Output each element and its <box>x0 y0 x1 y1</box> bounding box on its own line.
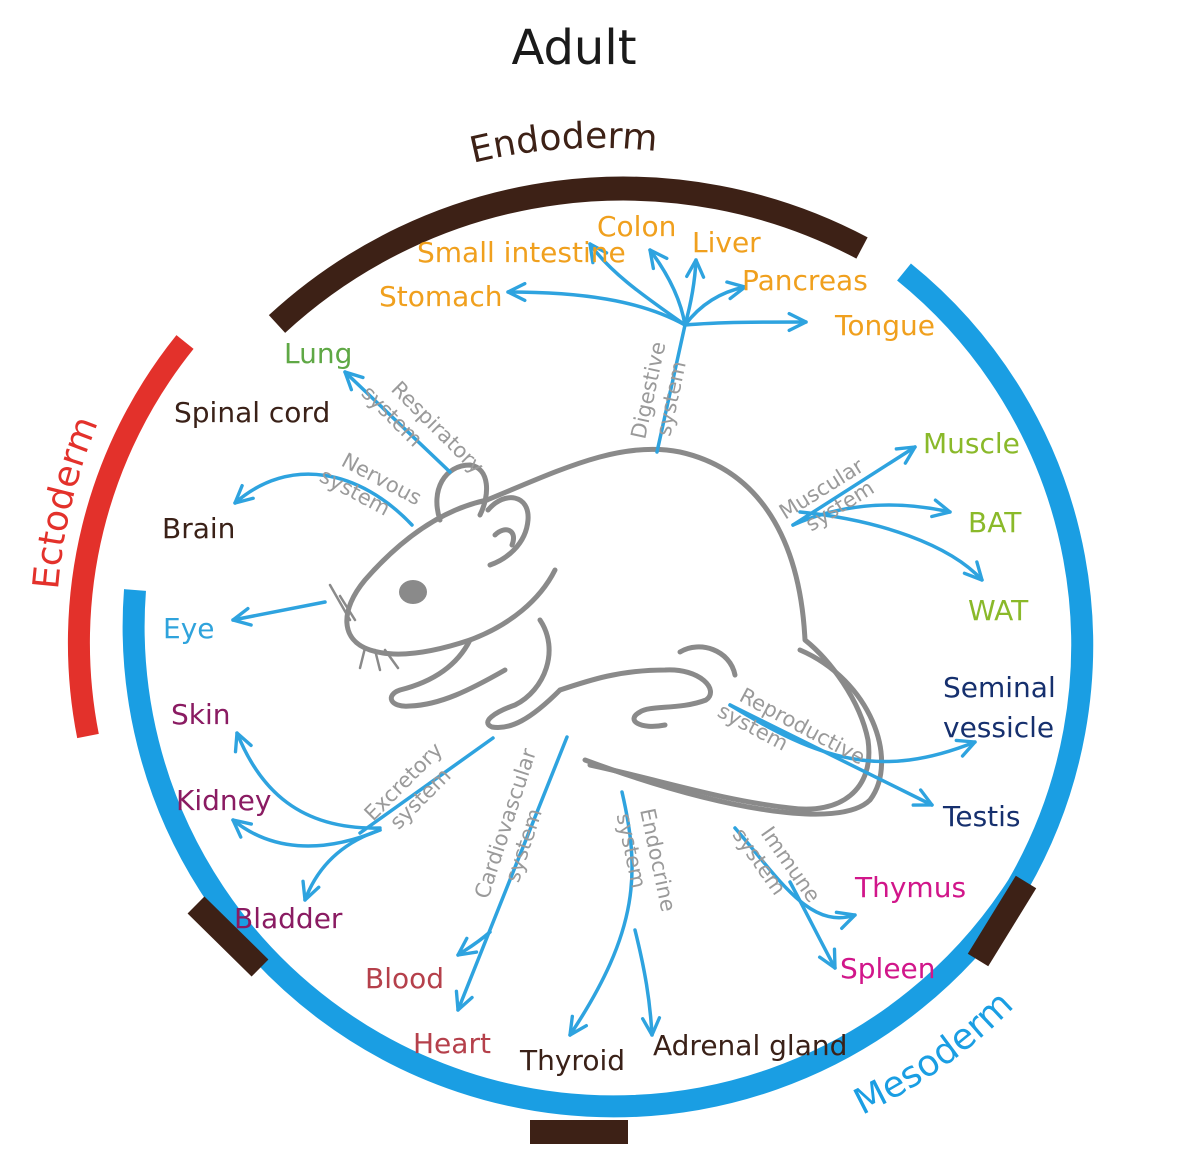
endocrine-system-label: Endocrine system <box>612 806 682 925</box>
arrow-to-brain <box>233 472 414 527</box>
mouse-tail <box>582 647 885 817</box>
arrow-to-thyroid <box>568 790 634 1037</box>
arrow-to-skin <box>233 731 382 830</box>
digestive-arrow-stem <box>655 323 687 454</box>
diagram-title: Adult <box>511 20 636 76</box>
ring-brown-segment <box>187 896 269 977</box>
mouse-ear-inner <box>492 527 516 548</box>
bladder-label: Bladder <box>234 902 343 935</box>
nervous-system-label: Nervous system <box>316 443 432 535</box>
digestive-system-label: Digestive system <box>626 333 695 446</box>
arrow-to-pancreas <box>683 280 747 327</box>
arrow-to-adrenal-gland <box>633 928 662 1037</box>
endoderm-label: Endoderm <box>466 116 659 172</box>
arrow-to-heart <box>454 735 569 1012</box>
muscle-label: Muscle <box>923 427 1020 460</box>
ring-brown-segment <box>967 875 1037 967</box>
system-labels: Digestive system Respiratory system Nerv… <box>316 333 886 926</box>
spleen-label: Spleen <box>840 952 936 985</box>
mesoderm-ring-arc <box>122 263 1094 1118</box>
heart-label: Heart <box>413 1027 491 1060</box>
arrow-to-bladder <box>301 828 382 902</box>
immune-system-label: Immune system <box>728 810 829 926</box>
tongue-label: Tongue <box>834 309 935 342</box>
seminal-vessicle-label: Seminal vessicle <box>943 671 1065 744</box>
thymus-label: Thymus <box>854 871 966 904</box>
thyroid-label: Thyroid <box>519 1044 625 1077</box>
mouse-illustration <box>328 446 885 817</box>
brain-label: Brain <box>162 512 235 545</box>
colon-label: Colon <box>597 210 676 243</box>
mouse-eye <box>399 580 427 604</box>
arrow-to-spleen <box>788 880 837 970</box>
muscular-arrow-to-wat <box>798 510 984 582</box>
endoderm-ring-arc <box>268 176 868 333</box>
arrow-to-colon <box>648 248 687 327</box>
eye-label: Eye <box>163 612 215 645</box>
ectoderm-ring-arc <box>67 335 194 739</box>
small-intestine-label: Small intestine <box>417 236 626 269</box>
blood-label: Blood <box>365 962 444 995</box>
mouse-ear-back <box>485 495 531 568</box>
arrow-to-blood <box>456 930 492 957</box>
mouse-body <box>484 446 872 812</box>
arrow-to-eye <box>231 600 327 627</box>
arrow-to-thymus <box>733 826 857 930</box>
organ-labels: Small intestine Colon Liver Pancreas Sto… <box>162 210 1065 1077</box>
arrow-to-lung <box>343 370 452 474</box>
arrow-to-stomach <box>506 281 687 327</box>
liver-label: Liver <box>692 226 761 259</box>
spinal-cord-label: Spinal cord <box>174 396 330 429</box>
mesoderm-label: Mesoderm <box>848 983 1022 1123</box>
lung-label: Lung <box>284 337 352 370</box>
arrow-to-seminal-vessicle <box>728 703 977 764</box>
pancreas-label: Pancreas <box>742 264 868 297</box>
mouse-hind-leg <box>677 644 738 678</box>
stomach-label: Stomach <box>379 280 502 313</box>
arrow-to-testis <box>728 703 934 807</box>
muscular-system-label: Muscular system <box>775 450 886 544</box>
arrow-to-liver <box>683 258 706 327</box>
mouse-front-leg <box>388 637 508 709</box>
excretory-arrow-stem <box>358 736 495 835</box>
kidney-label: Kidney <box>176 784 271 817</box>
cardiovascular-system-label: Cardiovascular system <box>470 739 566 909</box>
mouse-front-leg-2 <box>485 617 563 730</box>
skin-label: Skin <box>171 698 231 731</box>
arrow-to-kidney <box>231 818 382 848</box>
mouse-ear <box>434 462 490 523</box>
mouse-belly <box>557 667 713 729</box>
arrow-to-small-intestine <box>588 242 687 327</box>
mouse-head <box>344 497 558 657</box>
germ-layer-ring <box>67 176 1094 1144</box>
testis-label: Testis <box>942 800 1021 833</box>
arrow-to-tongue <box>683 311 808 333</box>
wat-label: WAT <box>968 594 1029 627</box>
excretory-system-label: Excretory system <box>360 733 469 842</box>
bat-label: BAT <box>968 506 1022 539</box>
system-arrows <box>231 242 984 1037</box>
muscular-arrow-to-bat <box>791 498 952 527</box>
adrenal-gland-label: Adrenal gland <box>653 1029 847 1062</box>
mouse-whiskers <box>328 583 400 672</box>
